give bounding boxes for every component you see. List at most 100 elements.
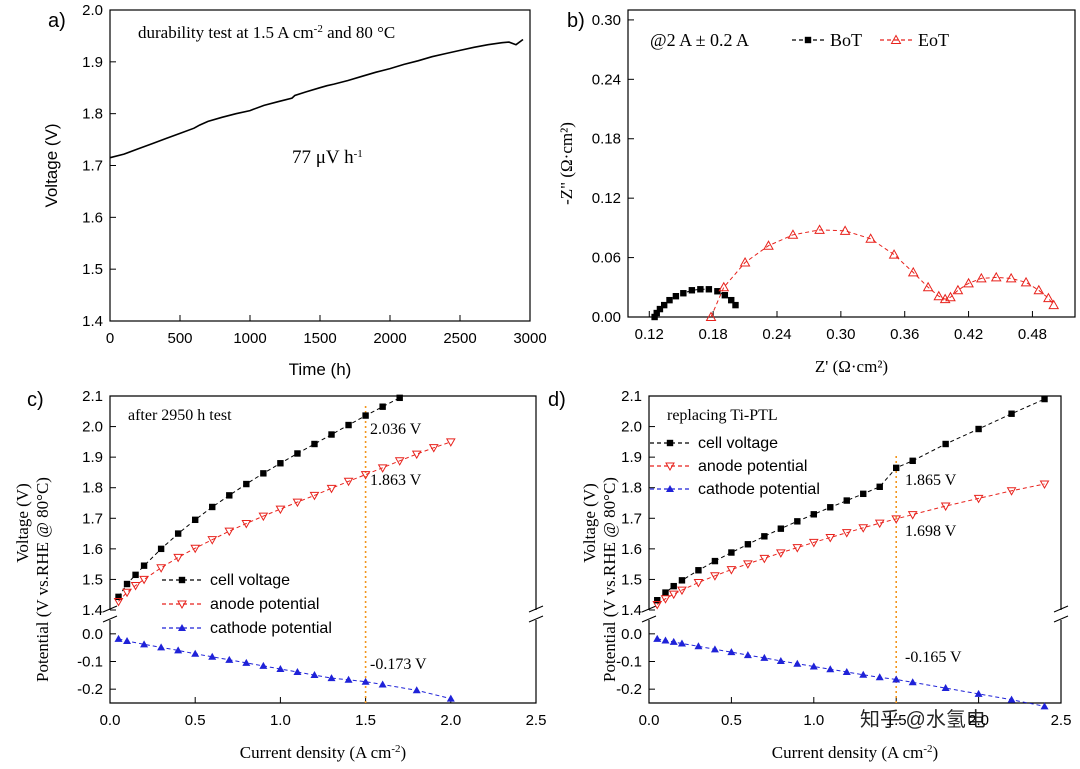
series-line-cathode-potential bbox=[657, 638, 1045, 707]
x-axis-label-c: Current density (A cm-2) bbox=[240, 743, 406, 762]
legend-marker-anode-potential bbox=[665, 462, 675, 472]
data-point-cathode-potential bbox=[653, 634, 662, 642]
value-label-cell-d: 1.865 V bbox=[905, 472, 957, 489]
data-point-cell-voltage bbox=[975, 425, 982, 433]
data-point-EoT bbox=[990, 271, 1002, 282]
data-point-cell-voltage bbox=[678, 577, 686, 584]
x-tick-label-c: 1.5 bbox=[355, 712, 376, 729]
data-point-anode-potential bbox=[377, 464, 388, 473]
panel-d: d) 0.0 0.5 1.0 1.5 2.0 2.5 1.4 1.5 1.6 1.7 1.8 1.9 2.… bbox=[548, 388, 1071, 762]
data-point-anode-potential bbox=[660, 595, 671, 604]
data-point-anode-potential bbox=[445, 438, 456, 447]
y-axis-label-a: Voltage (V) bbox=[42, 123, 61, 207]
y-tick-label-a: 1.7 bbox=[82, 158, 103, 175]
y-tick-label-top-c: 2.1 bbox=[82, 388, 103, 405]
x-axis-label-b: Z' (Ω·cm²) bbox=[815, 357, 888, 376]
y-tick-label-a: 1.4 bbox=[82, 313, 103, 330]
y-tick-label-a: 1.5 bbox=[82, 261, 103, 278]
x-tick-label-d: 2.0 bbox=[968, 712, 989, 729]
data-point-cell-voltage bbox=[140, 562, 148, 569]
axis-break-d bbox=[641, 615, 657, 623]
annotation-a-part: -2 bbox=[314, 23, 323, 35]
y-tick-label-bottom-d: -0.2 bbox=[616, 681, 642, 698]
y-tick-label-b: 0.30 bbox=[592, 12, 621, 29]
y-axis-label-b: -Z" (Ω·cm²) bbox=[557, 122, 576, 205]
data-point-EoT bbox=[963, 277, 974, 288]
data-point-cell-voltage bbox=[654, 597, 661, 604]
y-tick-label-b: 0.06 bbox=[592, 250, 621, 267]
y-tick-label-bottom-d: 0.0 bbox=[621, 626, 642, 643]
series-line-EoT bbox=[710, 229, 1055, 318]
y-axis-label-bottom-d: Potential (V vs.RHE @ 80°C) bbox=[600, 477, 619, 682]
data-point-cathode-potential bbox=[842, 668, 851, 676]
data-point-anode-potential bbox=[841, 529, 852, 538]
y-tick-label-top-c: 1.4 bbox=[82, 602, 103, 619]
data-point-cell-voltage bbox=[123, 580, 131, 588]
data-point-anode-potential bbox=[759, 554, 770, 564]
data-point-anode-potential bbox=[173, 553, 184, 563]
x-tick-label-a: 2000 bbox=[373, 330, 406, 347]
panel-label-b: b) bbox=[567, 10, 585, 32]
y-axis-label-bottom-c: Potential (V vs.RHE @ 80°C) bbox=[33, 477, 52, 682]
x-axis-label-c-part: Current density (A cm bbox=[240, 743, 392, 762]
data-point-cathode-potential bbox=[140, 640, 149, 648]
legend-label-anode-potential: anode potential bbox=[210, 596, 319, 613]
data-point-cathode-potential bbox=[727, 648, 736, 656]
legend-marker-cathode-potential bbox=[666, 485, 674, 492]
data-point-BoT bbox=[666, 296, 673, 304]
y-tick-label-b: 0.24 bbox=[592, 71, 621, 88]
legend-marker-BoT bbox=[804, 36, 812, 44]
data-point-anode-potential bbox=[891, 515, 902, 524]
data-point-cathode-potential bbox=[446, 694, 455, 702]
y-tick-label-top-c: 1.5 bbox=[82, 571, 103, 588]
data-point-anode-potential bbox=[710, 572, 720, 581]
data-point-BoT bbox=[728, 296, 735, 304]
legend-label-anode-potential: anode potential bbox=[698, 458, 807, 475]
data-point-cell-voltage bbox=[243, 480, 250, 488]
data-point-cell-voltage bbox=[761, 533, 768, 540]
data-point-anode-potential bbox=[775, 549, 786, 558]
data-point-BoT bbox=[656, 305, 664, 313]
data-point-cathode-potential bbox=[293, 668, 302, 676]
data-point-cell-voltage bbox=[827, 504, 834, 511]
data-point-BoT bbox=[721, 292, 729, 299]
data-point-EoT bbox=[739, 257, 751, 267]
x-axis-label-a: Time (h) bbox=[289, 360, 352, 379]
data-point-cell-voltage bbox=[1008, 410, 1015, 417]
x-tick-label-b: 0.30 bbox=[826, 326, 855, 343]
x-tick-label-d: 1.5 bbox=[886, 712, 907, 729]
data-point-anode-potential bbox=[292, 498, 303, 508]
x-tick-label-d: 0.0 bbox=[639, 712, 660, 729]
data-point-EoT bbox=[1043, 292, 1054, 303]
annotation-a-part: and 80 °C bbox=[323, 23, 395, 42]
data-point-cathode-potential bbox=[793, 659, 802, 667]
panel-label-c: c) bbox=[27, 389, 44, 411]
rate-a: 77 μV h-1 bbox=[292, 147, 363, 168]
data-point-anode-potential bbox=[241, 519, 252, 529]
legend-label-EoT: EoT bbox=[918, 30, 949, 50]
data-point-cell-voltage bbox=[294, 450, 301, 457]
data-point-cell-voltage bbox=[777, 525, 785, 532]
x-axis-label-d: Current density (A cm-2) bbox=[772, 743, 938, 762]
x-tick-label-b: 0.36 bbox=[890, 326, 919, 343]
x-tick-label-b: 0.24 bbox=[762, 326, 791, 343]
y-tick-label-top-c: 1.9 bbox=[82, 449, 103, 466]
x-tick-label-d: 0.5 bbox=[721, 712, 742, 729]
x-tick-label-a: 500 bbox=[167, 330, 192, 347]
x-tick-label-a: 0 bbox=[106, 330, 114, 347]
data-point-anode-potential bbox=[973, 494, 984, 504]
y-tick-label-top-d: 1.7 bbox=[621, 510, 642, 527]
data-point-cell-voltage bbox=[662, 589, 669, 596]
watermark: 知乎 @水氢电 bbox=[860, 708, 986, 731]
value-label-cathode-d: -0.165 V bbox=[905, 649, 962, 666]
data-point-cell-voltage bbox=[893, 464, 900, 472]
axis-break-c bbox=[102, 615, 118, 623]
data-point-anode-potential bbox=[343, 477, 354, 487]
data-point-cathode-potential bbox=[191, 649, 200, 657]
data-point-cathode-potential bbox=[677, 639, 686, 647]
data-point-cell-voltage bbox=[728, 549, 735, 556]
data-point-BoT bbox=[651, 313, 658, 321]
data-point-anode-potential bbox=[360, 471, 371, 480]
value-label-cell-c: 2.036 V bbox=[370, 421, 422, 438]
data-point-cathode-potential bbox=[892, 675, 901, 683]
